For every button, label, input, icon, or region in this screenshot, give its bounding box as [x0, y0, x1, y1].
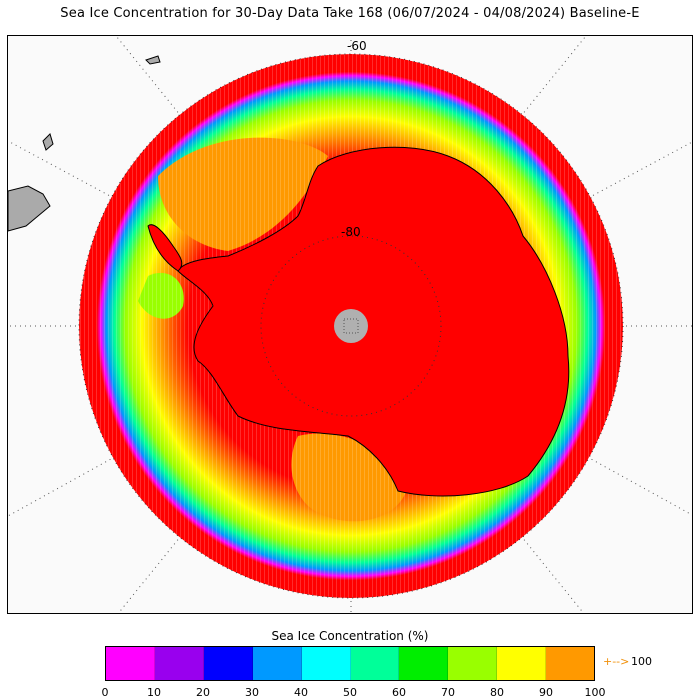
colorbar-bin-30-40 [252, 647, 302, 680]
map-title: Sea Ice Concentration for 30-Day Data Ta… [60, 6, 640, 21]
overflow-label: 100 [631, 655, 652, 668]
graticule-parallels [78, 53, 624, 599]
colorbar-tick: 20 [196, 686, 210, 699]
overflow-arrow-icon: +--> [603, 655, 630, 668]
colorbar-tick: 60 [392, 686, 406, 699]
colorbar-bin-20-30 [203, 647, 253, 680]
south-georgia-island [145, 55, 161, 65]
colorbar-bin-10-20 [154, 647, 204, 680]
colorbar-tick: 80 [490, 686, 504, 699]
pole-hole [334, 309, 368, 343]
colorbar [105, 646, 595, 681]
colorbar-tick: 0 [101, 686, 109, 699]
colorbar-bin-70-80 [448, 647, 498, 680]
colorbar-tick: 100 [584, 686, 606, 699]
colorbar-bin-80-90 [497, 647, 547, 680]
colorbar-bin-40-50 [301, 647, 351, 680]
colorbar-tick: 90 [539, 686, 553, 699]
colorbar-tick: 40 [294, 686, 308, 699]
colorbar-tick: 50 [343, 686, 357, 699]
colorbar-tick: 30 [245, 686, 259, 699]
latitude-label-80: -80 [341, 225, 361, 239]
colorbar-bin-60-70 [399, 647, 449, 680]
antarctic-sea-ice-map [8, 36, 692, 613]
antarctica-landmass [177, 146, 570, 497]
south-america-landmass [8, 185, 51, 232]
latitude-label-60: -60 [347, 39, 367, 53]
colorbar-tick: 70 [441, 686, 455, 699]
falkland-islands [42, 133, 54, 151]
pole-marker [343, 318, 359, 334]
colorbar-tick: 10 [147, 686, 161, 699]
map-frame: -60 -80 [7, 35, 693, 614]
colorbar-bin-90-100 [546, 647, 595, 680]
colorbar-bin-0-10 [106, 647, 155, 680]
colorbar-bin-50-60 [350, 647, 400, 680]
legend-title: Sea Ice Concentration (%) [271, 629, 429, 643]
antarctic-peninsula [147, 224, 183, 272]
